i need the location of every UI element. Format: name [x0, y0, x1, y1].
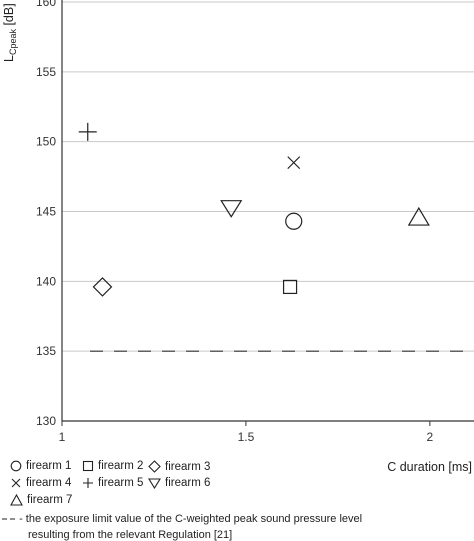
- circle-marker-icon: [10, 460, 22, 472]
- firearm-5-point: [78, 122, 97, 141]
- y-axis-label-subscript: Cpeak: [8, 29, 18, 56]
- y-tick-label: 145: [36, 205, 56, 219]
- firearm-4-point: [287, 156, 301, 170]
- legend-note-line-1: - the exposure limit value of the C-weig…: [2, 513, 362, 525]
- legend-item-firearm-6: firearm 6: [148, 477, 210, 489]
- firearm-2-point: [282, 279, 298, 295]
- y-tick-label: 130: [36, 414, 56, 428]
- legend-label: firearm 2: [98, 460, 144, 472]
- legend-label: firearm 7: [27, 494, 73, 506]
- legend-label: firearm 6: [165, 477, 211, 489]
- dash-icon: [2, 518, 15, 520]
- legend-label: firearm 1: [26, 460, 72, 472]
- legend-note-text: resulting from the relevant Regulation […: [28, 529, 233, 541]
- x-tick-labels: 1 1.5 2: [59, 421, 434, 444]
- firearm-6-point: [220, 200, 243, 218]
- y-axis-label-unit: [dB]: [2, 3, 16, 29]
- y-axis-label: LCpeak [dB]: [2, 3, 18, 62]
- y-tick-label: 135: [36, 344, 56, 358]
- legend-item-firearm-7: firearm 7: [10, 494, 72, 506]
- y-tick-label: 140: [36, 274, 56, 288]
- legend-label: firearm 5: [98, 477, 144, 489]
- grid-lines: [62, 1, 474, 352]
- legend-item-firearm-4: firearm 4: [10, 477, 71, 489]
- firearm-7-point: [407, 206, 430, 226]
- y-tick-label: 150: [36, 135, 56, 149]
- diamond-marker-icon: [148, 460, 161, 473]
- legend-note-line-2: resulting from the relevant Regulation […: [28, 529, 232, 541]
- plus-marker-icon: [83, 478, 93, 488]
- y-tick-label: 160: [36, 0, 56, 9]
- cross-marker-icon: [11, 478, 21, 488]
- y-tick-label: 155: [36, 65, 56, 79]
- legend-item-firearm-1: firearm 1: [10, 460, 71, 472]
- y-tick-labels: 130 135 140 145 150 155 160: [36, 0, 56, 428]
- firearm-3-point: [92, 277, 113, 297]
- legend-item-firearm-5: firearm 5: [82, 477, 143, 489]
- legend-label: firearm 4: [26, 477, 72, 489]
- x-tick-label: 1: [59, 430, 66, 444]
- legend-item-firearm-3: firearm 3: [148, 460, 210, 473]
- y-axis-label-main: L: [2, 55, 16, 62]
- data-points: [78, 122, 430, 297]
- legend: firearm 1 firearm 2 firearm 3 firearm 4 …: [0, 458, 474, 541]
- firearm-1-point: [285, 212, 303, 230]
- x-tick-label: 2: [427, 430, 434, 444]
- x-axis-label: C duration [ms]: [387, 460, 472, 474]
- triangle-up-marker-icon: [10, 494, 23, 506]
- triangle-down-marker-icon: [148, 478, 161, 489]
- legend-item-firearm-2: firearm 2: [82, 460, 143, 472]
- legend-label: firearm 3: [165, 460, 211, 473]
- x-tick-label: 1.5: [238, 430, 255, 444]
- legend-note-text: - the exposure limit value of the C-weig…: [19, 513, 363, 525]
- square-marker-icon: [82, 460, 94, 472]
